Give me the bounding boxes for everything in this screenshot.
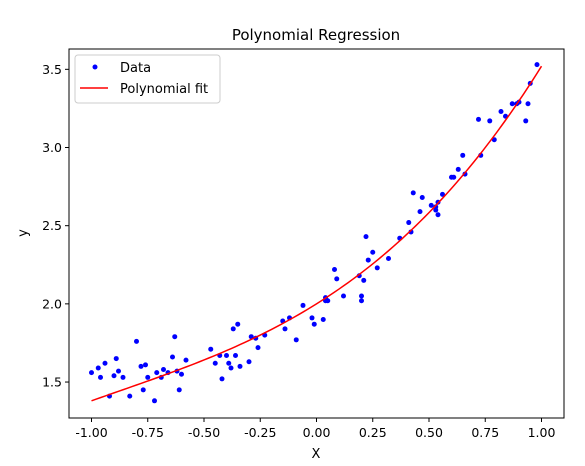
data-point: [102, 360, 108, 366]
data-point: [235, 321, 241, 327]
data-point: [95, 365, 101, 371]
data-point: [417, 209, 423, 215]
data-point: [98, 374, 103, 380]
data-point: [248, 334, 254, 340]
x-tick-label-8: 1.00: [528, 425, 556, 440]
data-point: [120, 374, 126, 380]
data-point: [359, 298, 364, 304]
data-point: [233, 352, 238, 358]
data-point: [111, 373, 117, 379]
data-point: [440, 191, 445, 197]
data-point: [341, 293, 346, 299]
data-point: [127, 393, 133, 399]
data-point: [208, 346, 214, 352]
x-tick-label-3: -0.25: [244, 425, 276, 440]
data-point: [183, 357, 189, 363]
data-point: [219, 376, 225, 382]
x-tick-label-6: 0.50: [415, 425, 443, 440]
chart-title: Polynomial Regression: [232, 26, 400, 44]
data-point: [154, 370, 160, 376]
polynomial-fit-line: [91, 65, 543, 402]
x-tick-label-4: 0.00: [303, 425, 331, 440]
data-point: [332, 266, 337, 272]
legend-data-label: Data: [120, 61, 151, 76]
data-point: [255, 345, 261, 351]
y-axis: 1.5 2.0 2.5 3.0 3.5: [42, 62, 69, 390]
data-point: [433, 204, 439, 210]
data-point: [161, 367, 166, 373]
data-point: [320, 317, 326, 322]
legend-fit-label: Polynomial fit: [120, 82, 208, 97]
data-point: [246, 359, 252, 365]
data-point: [212, 360, 218, 366]
y-tick-label-2: 2.5: [42, 218, 62, 233]
data-point: [172, 334, 178, 340]
x-tick-label-5: 0.25: [359, 425, 387, 440]
data-point: [224, 352, 229, 358]
y-tick-label-1: 2.0: [42, 296, 62, 311]
data-point: [140, 387, 146, 393]
data-point: [406, 220, 412, 226]
data-point: [300, 302, 306, 308]
data-point: [143, 362, 148, 368]
data-point: [365, 257, 371, 263]
data-point: [361, 277, 367, 283]
legend-data-marker: [92, 64, 98, 70]
data-point: [116, 368, 121, 374]
data-point: [451, 174, 457, 180]
y-tick-label-4: 3.5: [42, 62, 62, 77]
y-axis-label: y: [16, 229, 31, 237]
data-point: [226, 360, 232, 366]
data-point: [293, 337, 299, 343]
data-point: [363, 234, 369, 240]
plot-area: [89, 62, 543, 404]
x-tick-label-1: -0.75: [132, 425, 164, 440]
data-point: [435, 212, 441, 218]
data-point: [237, 363, 243, 369]
data-point: [113, 356, 119, 362]
data-point: [170, 354, 175, 360]
data-point: [498, 109, 504, 115]
data-point: [228, 365, 234, 371]
data-point: [455, 166, 461, 172]
y-tick-label-0: 1.5: [42, 375, 62, 390]
x-axis: -1.00 -0.75 -0.50 -0.25 0.00 0.25 0.50 0.75 1.00: [75, 418, 555, 440]
data-point: [525, 101, 531, 107]
data-point: [89, 370, 94, 376]
data-point: [309, 315, 315, 321]
x-tick-label-2: -0.50: [188, 425, 220, 440]
data-point: [419, 195, 425, 201]
data-point: [386, 256, 391, 262]
data-point: [487, 118, 493, 124]
x-tick-label-0: -1.00: [75, 425, 107, 440]
data-point: [179, 371, 184, 377]
data-point: [325, 298, 331, 304]
data-point: [476, 116, 481, 122]
data-point: [462, 171, 468, 177]
legend-box: [74, 54, 221, 104]
data-point: [374, 265, 380, 271]
data-point: [138, 363, 144, 369]
data-point: [428, 202, 434, 208]
data-point: [311, 321, 317, 327]
data-point: [134, 338, 139, 344]
data-point: [410, 190, 416, 196]
data-point: [230, 326, 236, 332]
data-point: [145, 374, 151, 380]
data-point: [509, 101, 515, 107]
data-point: [334, 276, 340, 282]
data-point: [282, 326, 288, 332]
y-tick-label-3: 3.0: [42, 140, 62, 155]
data-point: [176, 387, 182, 393]
data-point: [523, 118, 529, 124]
x-axis-label: X: [312, 447, 321, 462]
x-tick-label-7: 0.75: [471, 425, 499, 440]
data-point: [359, 293, 364, 299]
legend: Data Polynomial fit: [74, 54, 221, 104]
data-point: [370, 249, 376, 255]
data-point: [460, 152, 466, 158]
data-point: [534, 62, 540, 68]
data-point: [152, 398, 157, 404]
